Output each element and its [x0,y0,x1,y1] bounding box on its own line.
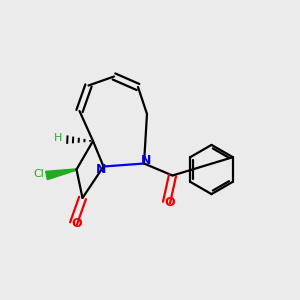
Text: H: H [54,133,62,143]
Text: N: N [141,154,152,167]
Text: Cl: Cl [34,169,44,179]
Text: O: O [71,217,82,230]
Polygon shape [46,169,76,180]
Text: O: O [164,196,175,209]
Text: N: N [96,163,106,176]
